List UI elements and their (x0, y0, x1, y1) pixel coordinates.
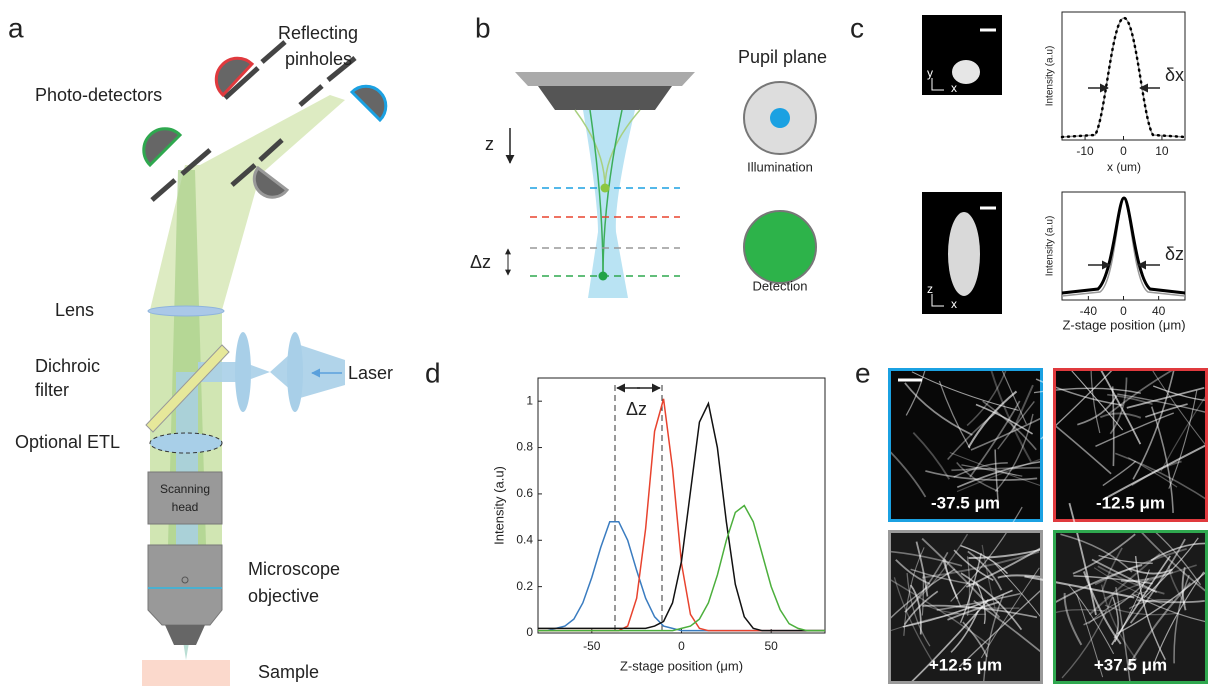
x-tick-label: 0 (1120, 144, 1127, 158)
y-tick-label: 0 (526, 625, 533, 639)
y-tick-label: 0.8 (516, 440, 533, 454)
y-label: Intensity (a.u) (1045, 216, 1056, 277)
label: filter (35, 380, 69, 400)
lens (148, 306, 224, 316)
x-tick-label: 40 (1152, 304, 1166, 318)
detector (144, 129, 180, 165)
focus (601, 184, 610, 193)
x-tick-label: 10 (1155, 144, 1169, 158)
pupil (744, 211, 816, 283)
focus (599, 272, 608, 281)
image-label: -37.5 μm (931, 493, 1000, 512)
label: Reflecting (278, 23, 358, 43)
scanning-head (148, 472, 222, 524)
x-tick-label: 50 (765, 639, 779, 653)
label: z (485, 134, 494, 154)
y-label: Intensity (a.u) (1045, 46, 1056, 107)
label: Dichroic (35, 356, 100, 376)
label: Optional ETL (15, 432, 120, 452)
label: x (951, 81, 957, 95)
panel-a: a Reflecting pinholes Photo-detectors Le… (8, 12, 393, 686)
psf (948, 212, 980, 296)
panel-label: c (850, 12, 864, 43)
lens (287, 332, 303, 412)
x-label: x (um) (1107, 160, 1141, 174)
y-tick-label: 0.2 (516, 579, 533, 593)
objective (515, 72, 695, 86)
x-tick-label: 0 (1120, 304, 1127, 318)
panel-label: b (475, 12, 491, 43)
label: Microscope (248, 559, 340, 579)
panel-d: d Δz 0 0.2 0.4 0.6 0.8 1 -50 0 50 Z-stage positio… (425, 357, 825, 673)
image-label: -12.5 μm (1096, 493, 1165, 512)
y-tick-label: 0.4 (516, 532, 533, 546)
lens (235, 332, 251, 412)
label: Scanning (160, 482, 210, 496)
label: y (927, 66, 933, 80)
label: Sample (258, 662, 319, 682)
annotation: δx (1165, 65, 1184, 85)
plot-frame (538, 378, 825, 633)
sample (142, 660, 230, 686)
x-tick-label: -50 (583, 639, 601, 653)
label: Δz (470, 252, 491, 272)
figure: a Reflecting pinholes Photo-detectors Le… (0, 0, 1213, 686)
series-line (538, 522, 825, 631)
panel-c: c y x δx x (um) Intensity (a.u) z x δz Z… (850, 12, 1186, 332)
y-tick-label: 1 (526, 393, 533, 407)
y-label: Intensity (a.u) (491, 466, 506, 545)
annotation: δz (1165, 244, 1184, 264)
x-tick-label: 0 (678, 639, 685, 653)
detector (254, 168, 287, 197)
pinhole (262, 42, 285, 62)
objective-tip (165, 625, 205, 645)
panel-label: d (425, 357, 441, 388)
label: objective (248, 586, 319, 606)
beam (583, 110, 635, 298)
panel-label: e (855, 357, 871, 388)
label: x (951, 297, 957, 311)
label: z (927, 282, 933, 296)
panel-label: a (8, 12, 24, 43)
label: Lens (55, 300, 94, 320)
annotation: Δz (626, 399, 647, 419)
x-label: Z-stage position (μm) (1062, 317, 1185, 332)
objective (538, 86, 672, 110)
label: Illumination (747, 159, 813, 174)
objective (148, 545, 222, 625)
etl (150, 433, 222, 453)
x-label: Z-stage position (μm) (620, 658, 743, 673)
label: Laser (348, 363, 393, 383)
series-line (538, 399, 825, 631)
series-line (538, 506, 825, 631)
image-label: +12.5 μm (929, 655, 1002, 674)
image-label: +37.5 μm (1094, 655, 1167, 674)
label: head (172, 500, 199, 514)
pupil-spot (770, 108, 790, 128)
x-tick-label: -40 (1080, 304, 1098, 318)
label: Detection (753, 278, 808, 293)
label: Photo-detectors (35, 85, 162, 105)
pinhole (152, 180, 175, 200)
label: Pupil plane (738, 47, 827, 67)
x-tick-label: -10 (1076, 144, 1094, 158)
series-line (538, 404, 825, 631)
panel-b: b z Δz Pupil plane Illumination Detectio… (470, 12, 827, 298)
label: pinholes (285, 49, 352, 69)
detector (352, 86, 386, 120)
panel-e: e -37.5 μm -12.5 μm +12.5 μm +37.5 μm (855, 347, 1213, 684)
y-tick-label: 0.6 (516, 486, 533, 500)
